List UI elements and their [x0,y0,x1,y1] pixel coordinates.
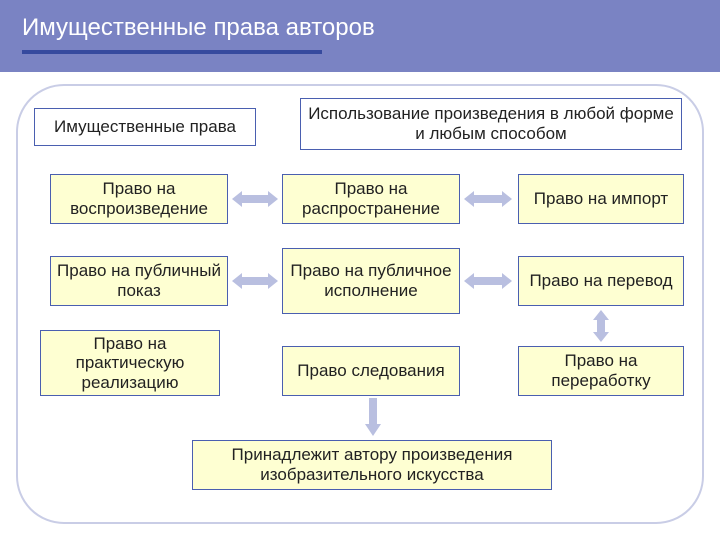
box-label: Право на переработку [525,351,677,390]
box-label: Использование произведения в любой форме… [307,104,675,143]
box-label: Право на распространение [289,179,453,218]
h-double-arrow-icon [464,190,512,208]
box-label: Право на практическую реализацию [47,334,213,393]
box-label: Право на публичное исполнение [289,261,453,300]
box-label: Право на воспроизведение [57,179,221,218]
box-r1c2: Право на распространение [282,174,460,224]
box-r1c1: Право на воспроизведение [50,174,228,224]
box-r3c2: Право следования [282,346,460,396]
box-label: Право на импорт [534,189,668,209]
box-r3c3: Право на переработку [518,346,684,396]
box-r2c1: Право на публичный показ [50,256,228,306]
h-double-arrow-icon [232,190,278,208]
v-double-arrow-icon [592,310,610,342]
box-label: Принадлежит автору произведения изобрази… [199,445,545,484]
header-bar: Имущественные права авторов [0,0,720,72]
box-bottom: Принадлежит автору произведения изобрази… [192,440,552,490]
box-label: Право следования [297,361,444,381]
box-r2c3: Право на перевод [518,256,684,306]
h-double-arrow-icon [464,272,512,290]
page-title: Имущественные права авторов [22,14,720,42]
box-label: Право на публичный показ [57,261,221,300]
box-r3c1: Право на практическую реализацию [40,330,220,396]
box-top-left: Имущественные права [34,108,256,146]
box-label: Имущественные права [54,117,236,137]
h-double-arrow-icon [232,272,278,290]
box-label: Право на перевод [529,271,672,291]
box-top-right: Использование произведения в любой форме… [300,98,682,150]
title-underline [22,50,322,54]
box-r2c2: Право на публичное исполнение [282,248,460,314]
box-r1c3: Право на импорт [518,174,684,224]
v-down-arrow-icon [364,398,382,436]
